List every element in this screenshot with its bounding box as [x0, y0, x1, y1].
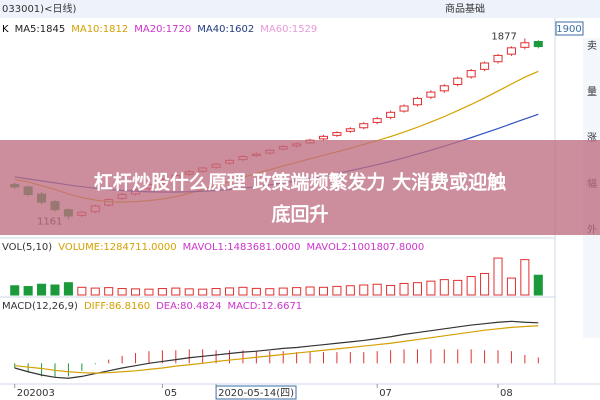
- overlay-title: 底回升: [271, 203, 328, 226]
- volume-bar: [359, 284, 369, 296]
- high-annotation: 1877: [491, 31, 516, 42]
- candle-body: [506, 47, 516, 55]
- x-tick-label: 05: [164, 388, 177, 399]
- volume-bar: [533, 274, 543, 296]
- volume-bar: [77, 286, 87, 296]
- indicator-label: MA20:1720: [134, 24, 191, 35]
- indicator-label: MA10:1812: [71, 24, 128, 35]
- volume-bar: [412, 282, 422, 296]
- candle-body: [386, 111, 396, 118]
- side-label: 量: [587, 86, 597, 98]
- volume-bar: [90, 287, 100, 296]
- volume-bar: [453, 279, 463, 296]
- volume-bar: [157, 288, 167, 296]
- volume-bar: [305, 286, 315, 296]
- volume-bar: [265, 288, 275, 296]
- candle-body: [493, 54, 503, 63]
- candle-body: [480, 62, 490, 70]
- candle-body: [318, 135, 329, 140]
- volume-bar: [10, 285, 20, 296]
- volume-bar: [144, 288, 154, 296]
- candle-body: [345, 128, 355, 132]
- volume-header: MAVOL2:1001807.8000: [306, 242, 424, 253]
- volume-bar: [520, 259, 530, 296]
- volume-bar: [37, 283, 47, 296]
- indicator-label: MA40:1602: [197, 24, 254, 35]
- diff-line: [14, 320, 539, 379]
- volume-bar: [439, 279, 449, 296]
- candle-body: [332, 132, 342, 136]
- window-title: 033001)<日线): [2, 2, 76, 15]
- volume-bar: [198, 288, 208, 296]
- indicator-label: MA60:1529: [260, 24, 317, 35]
- candle-body: [359, 123, 369, 129]
- volume-bar: [238, 286, 248, 296]
- x-tick-label: 07: [379, 388, 392, 399]
- macd-header: DIFF:86.8160: [84, 301, 150, 312]
- volume-bar: [211, 288, 221, 296]
- volume-bar: [386, 284, 396, 296]
- volume-header: VOL(5,10): [2, 242, 52, 253]
- header-bar: [0, 0, 600, 18]
- dea-line: [14, 325, 539, 374]
- volume-bar: [466, 276, 476, 296]
- volume-bar: [292, 287, 302, 296]
- volume-bar: [399, 282, 409, 296]
- price-box: [555, 21, 584, 36]
- volume-bar: [278, 287, 288, 296]
- volume-bar: [426, 280, 436, 296]
- volume-bar: [506, 277, 516, 296]
- price-box-label: 1900: [556, 24, 581, 35]
- indicator-label: K: [2, 24, 9, 35]
- indicator-label: MA5:1845: [15, 24, 66, 35]
- candle-body: [399, 105, 409, 112]
- volume-bar: [104, 287, 114, 296]
- side-label: 卖: [587, 40, 597, 52]
- x-tick-label: 202003: [17, 388, 55, 399]
- volume-bar: [332, 285, 342, 296]
- candle-body: [426, 91, 436, 98]
- volume-header: VOLUME:1284711.0000: [58, 242, 176, 253]
- volume-bar: [251, 287, 261, 296]
- volume-bar: [117, 288, 127, 296]
- volume-bar: [318, 286, 329, 296]
- macd-header: DEA:80.4824: [156, 301, 221, 312]
- volume-bar: [63, 282, 73, 296]
- volume-bar: [171, 287, 181, 296]
- macd-header: MACD:12.6671: [227, 301, 302, 312]
- volume-header: MAVOL1:1483681.0000: [183, 242, 301, 253]
- volume-bar: [50, 284, 60, 296]
- volume-bar: [480, 272, 490, 296]
- candle-body: [453, 77, 463, 85]
- macd-header: MACD(12,26,9): [2, 301, 78, 312]
- candle-body: [520, 42, 530, 48]
- volume-bar: [345, 285, 355, 296]
- candle-body: [466, 70, 476, 78]
- volume-bar: [184, 288, 194, 296]
- overlay-banner: [0, 140, 600, 235]
- overlay-title: 杠杆炒股什么原理 政策端频繁发力 大消费或迎触: [94, 171, 506, 194]
- volume-bar: [224, 287, 235, 296]
- volume-bar: [23, 286, 33, 296]
- x-tick-label: 08: [500, 388, 513, 399]
- volume-bar: [131, 288, 141, 296]
- x-tick-label: 2020-05-14(四): [218, 388, 294, 399]
- volume-bar: [493, 257, 503, 296]
- volume-bar: [372, 283, 382, 296]
- date-box: [215, 385, 297, 400]
- side-label: 涨: [587, 132, 597, 144]
- candle-body: [533, 41, 543, 48]
- candle-body: [372, 118, 382, 123]
- candle-body: [439, 85, 449, 92]
- candle-body: [412, 97, 422, 106]
- header-tab[interactable]: 商品基础: [445, 2, 485, 15]
